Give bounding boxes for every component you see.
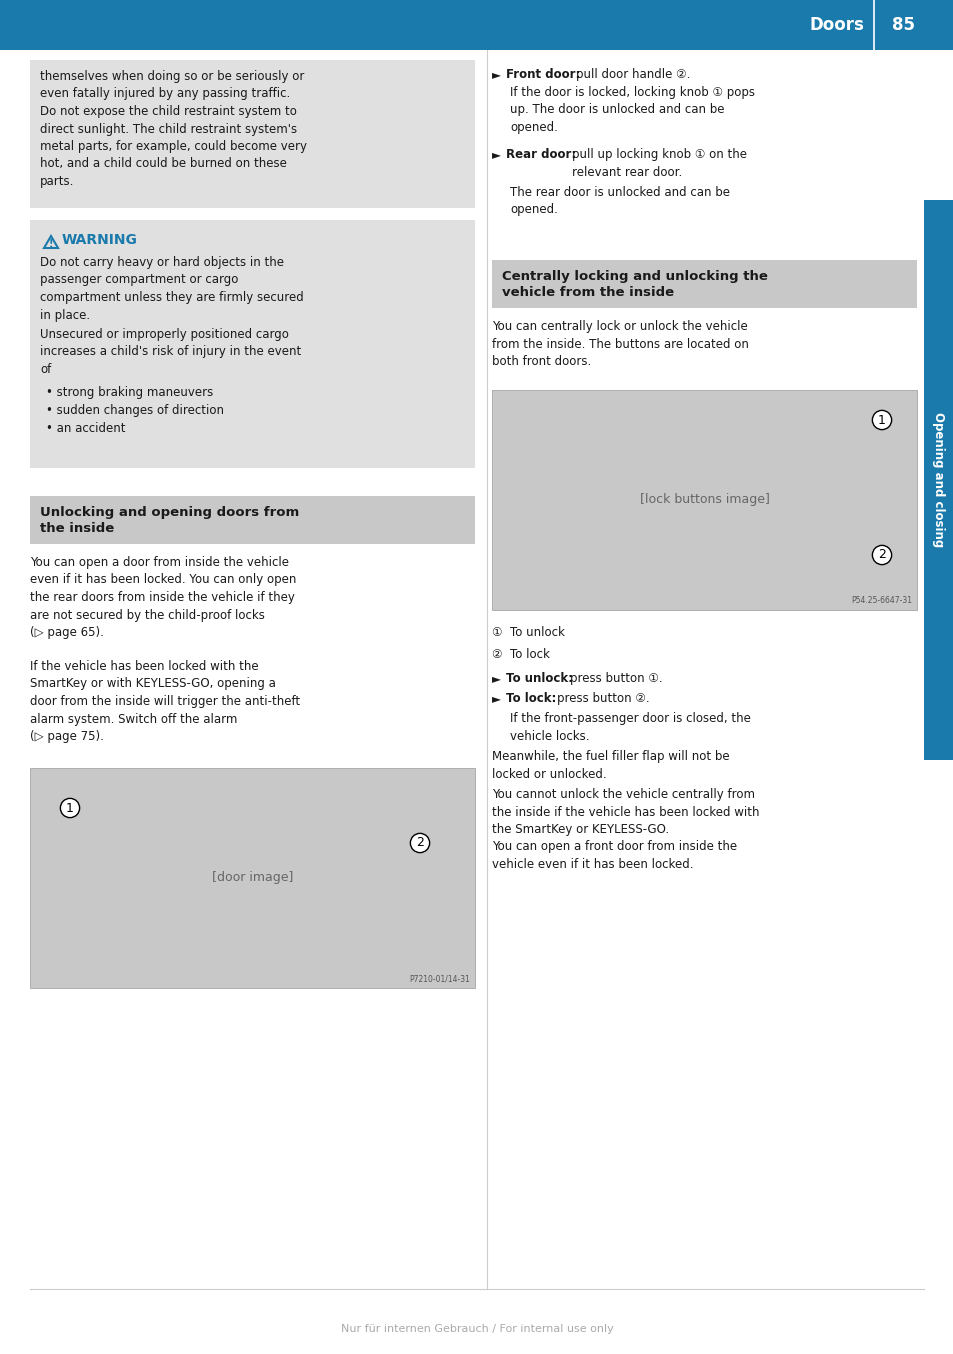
Text: To unlock:: To unlock: [505, 672, 573, 685]
Text: Doors: Doors [808, 16, 863, 34]
Text: You cannot unlock the vehicle centrally from
the inside if the vehicle has been : You cannot unlock the vehicle centrally … [492, 788, 759, 835]
Text: Opening and closing: Opening and closing [931, 413, 944, 547]
Text: [lock buttons image]: [lock buttons image] [639, 493, 769, 506]
Text: If the vehicle has been locked with the
SmartKey or with KEYLESS-GO, opening a
d: If the vehicle has been locked with the … [30, 659, 300, 743]
Text: WARNING: WARNING [62, 233, 138, 246]
Text: • an accident: • an accident [46, 422, 126, 435]
Text: Nur für internen Gebrauch / For internal use only: Nur für internen Gebrauch / For internal… [340, 1324, 613, 1334]
Text: themselves when doing so or be seriously or
even fatally injured by any passing : themselves when doing so or be seriously… [40, 70, 307, 188]
Text: ►: ► [492, 68, 500, 81]
Text: Centrally locking and unlocking the
vehicle from the inside: Centrally locking and unlocking the vehi… [501, 269, 767, 299]
Text: 1: 1 [66, 802, 74, 815]
Text: Front door:: Front door: [505, 68, 579, 81]
Text: You can open a door from inside the vehicle
even if it has been locked. You can : You can open a door from inside the vehi… [30, 556, 296, 639]
Text: press button ②.: press button ②. [557, 692, 649, 705]
Text: If the front-passenger door is closed, the
vehicle locks.: If the front-passenger door is closed, t… [510, 712, 750, 742]
Text: ►: ► [492, 692, 500, 705]
Text: 2: 2 [416, 837, 423, 849]
FancyBboxPatch shape [0, 0, 953, 50]
FancyBboxPatch shape [30, 768, 475, 988]
FancyBboxPatch shape [492, 390, 916, 611]
FancyBboxPatch shape [30, 60, 475, 209]
Text: Unlocking and opening doors from
the inside: Unlocking and opening doors from the ins… [40, 506, 299, 535]
Text: Rear door:: Rear door: [505, 148, 576, 161]
Text: pull up locking knob ① on the
relevant rear door.: pull up locking knob ① on the relevant r… [572, 148, 746, 179]
Text: ②  To lock: ② To lock [492, 649, 549, 661]
Text: Unsecured or improperly positioned cargo
increases a child's risk of injury in t: Unsecured or improperly positioned cargo… [40, 328, 301, 376]
Text: ①  To unlock: ① To unlock [492, 626, 564, 639]
Text: • strong braking maneuvers: • strong braking maneuvers [46, 386, 213, 399]
Text: You can centrally lock or unlock the vehicle
from the inside. The buttons are lo: You can centrally lock or unlock the veh… [492, 320, 748, 368]
Text: Do not carry heavy or hard objects in the
passenger compartment or cargo
compart: Do not carry heavy or hard objects in th… [40, 256, 303, 321]
Text: • sudden changes of direction: • sudden changes of direction [46, 403, 224, 417]
Text: Meanwhile, the fuel filler flap will not be
locked or unlocked.: Meanwhile, the fuel filler flap will not… [492, 750, 729, 780]
Text: press button ①.: press button ①. [569, 672, 662, 685]
Text: !: ! [49, 240, 53, 249]
Text: 2: 2 [877, 548, 885, 562]
Text: P7210-01/14-31: P7210-01/14-31 [409, 974, 470, 983]
Text: The rear door is unlocked and can be
opened.: The rear door is unlocked and can be ope… [510, 185, 729, 217]
Text: [door image]: [door image] [212, 872, 293, 884]
Text: If the door is locked, locking knob ① pops
up. The door is unlocked and can be
o: If the door is locked, locking knob ① po… [510, 87, 754, 134]
Text: To lock:: To lock: [505, 692, 556, 705]
FancyBboxPatch shape [30, 219, 475, 468]
Text: 85: 85 [892, 16, 915, 34]
FancyBboxPatch shape [492, 260, 916, 307]
Text: You can open a front door from inside the
vehicle even if it has been locked.: You can open a front door from inside th… [492, 839, 737, 871]
Text: ►: ► [492, 672, 500, 685]
FancyBboxPatch shape [923, 200, 953, 760]
Text: 1: 1 [877, 413, 885, 427]
Text: pull door handle ②.: pull door handle ②. [576, 68, 690, 81]
Text: P54.25-6647-31: P54.25-6647-31 [850, 596, 911, 605]
Text: ►: ► [492, 148, 500, 161]
FancyBboxPatch shape [30, 496, 475, 544]
